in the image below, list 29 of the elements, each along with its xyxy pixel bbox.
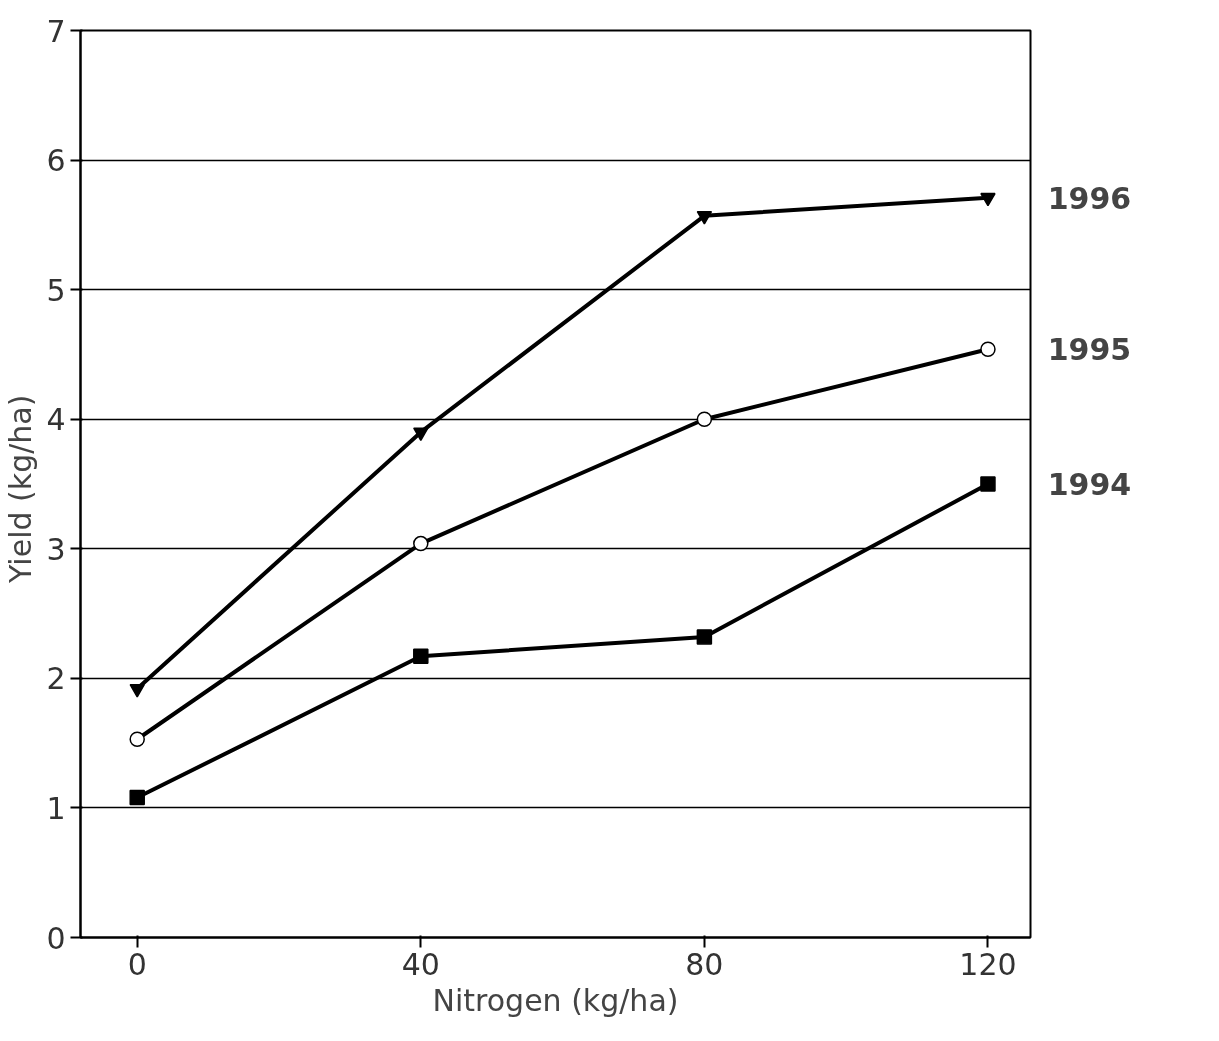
point xyxy=(696,629,713,645)
point xyxy=(696,211,713,225)
series-label: 1995 xyxy=(1047,332,1132,368)
y-tick-label: 0 xyxy=(46,920,66,956)
y-tick-label: 6 xyxy=(46,143,66,179)
y-tick-label: 3 xyxy=(46,531,66,567)
x-tick-label: 120 xyxy=(959,946,1017,982)
point xyxy=(980,341,996,357)
point xyxy=(129,731,145,747)
point xyxy=(980,476,996,492)
y-tick-label: 4 xyxy=(46,402,66,438)
y-tick-label: 7 xyxy=(46,13,66,49)
x-tick-label: 80 xyxy=(685,946,724,982)
y-tick-label: 2 xyxy=(46,661,66,697)
point xyxy=(413,648,429,665)
point xyxy=(129,683,145,698)
point xyxy=(696,411,713,427)
series-label: 1996 xyxy=(1047,180,1132,216)
y-axis-title: Yield (kg/ha) xyxy=(3,394,39,584)
x-tick-label: 40 xyxy=(401,946,440,982)
y-tick-label: 5 xyxy=(46,272,66,308)
point xyxy=(413,427,429,441)
x-axis-title: Nitrogen (kg/ha) xyxy=(432,982,679,1018)
point xyxy=(129,789,145,806)
point xyxy=(413,535,429,552)
x-tick-label: 0 xyxy=(127,946,147,982)
y-tick-label: 1 xyxy=(46,790,66,826)
series-label: 1994 xyxy=(1047,467,1132,502)
point xyxy=(980,192,996,207)
